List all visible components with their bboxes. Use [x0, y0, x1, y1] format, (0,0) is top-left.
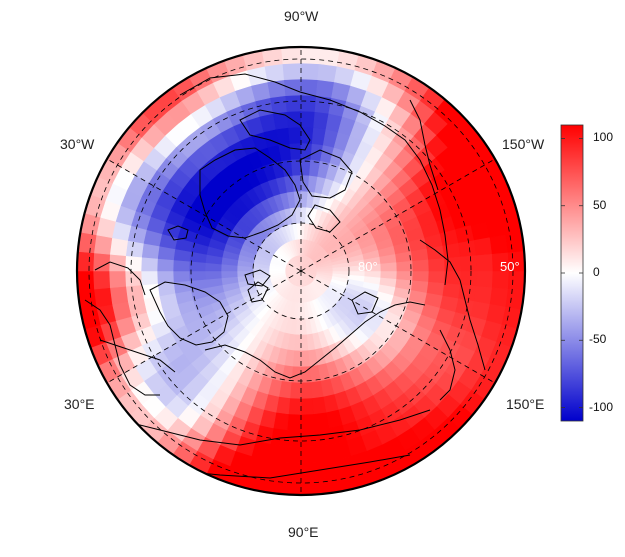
field-cell: [204, 270, 222, 280]
field-cell: [140, 256, 158, 272]
field-cell: [140, 270, 158, 286]
field-cell: [300, 47, 321, 65]
colorbar-tick-label: 50: [593, 197, 607, 212]
field-cell: [109, 286, 129, 305]
field-cell: [300, 110, 316, 128]
field-cell: [286, 414, 302, 432]
field-cell: [300, 62, 320, 81]
field-cell: [283, 446, 302, 464]
field-cell: [476, 253, 494, 272]
field-cell: [282, 62, 302, 81]
field-cell: [270, 95, 288, 114]
coastlines: [84, 73, 486, 479]
graticule: [88, 47, 514, 495]
anomaly-field: [77, 47, 525, 495]
field-cell: [428, 270, 446, 284]
field-cell: [489, 287, 509, 308]
field-cell: [426, 245, 445, 261]
field-cell: [108, 270, 126, 289]
field-cell: [300, 446, 319, 464]
field-cell: [317, 63, 338, 83]
field-cell: [289, 142, 302, 160]
field-cell: [314, 428, 332, 447]
longitude-label-90e: 90°E: [288, 524, 319, 540]
field-cell: [380, 262, 398, 272]
map-boundary: [75, 45, 527, 497]
field-cell: [412, 259, 430, 272]
field-cell: [124, 255, 142, 272]
field-cell: [288, 398, 302, 416]
field-cell: [458, 240, 477, 258]
field-cell: [300, 334, 309, 352]
latitude-label-50: 50°: [500, 259, 520, 274]
field-cell: [77, 251, 95, 272]
colorbar-ticks: [561, 138, 583, 408]
field-cell: [300, 414, 316, 432]
field-cell: [282, 461, 302, 480]
field-cell: [300, 477, 321, 495]
field-cell: [109, 237, 129, 256]
field-cell: [92, 252, 111, 272]
field-cell: [93, 234, 113, 255]
field-cell: [289, 382, 302, 400]
field-cell: [275, 127, 291, 146]
field-cell: [220, 270, 238, 279]
longitude-label-90w: 90°W: [284, 8, 319, 24]
field-cell: [93, 287, 113, 308]
field-cell: [412, 270, 430, 283]
field-cell: [300, 430, 317, 448]
field-cell: [264, 459, 285, 479]
field-cell: [290, 158, 302, 176]
field-cell: [300, 382, 313, 400]
field-cell: [288, 126, 302, 144]
field-cell: [316, 443, 335, 463]
field-cell: [473, 237, 493, 256]
field-cell: [283, 78, 302, 96]
field-cell: [281, 477, 302, 495]
field-cell: [428, 258, 446, 272]
field-cell: [172, 270, 190, 283]
longitude-label-150e: 150°E: [506, 396, 545, 412]
field-cell: [125, 284, 144, 302]
colorbar-tick-label: -100: [589, 399, 614, 414]
field-cell: [77, 270, 95, 291]
longitude-label-30w: 30°W: [60, 136, 95, 152]
field-cell: [172, 259, 190, 272]
field-cell: [460, 270, 478, 287]
latitude-label-80: 80°: [358, 259, 378, 274]
longitude-label-150w: 150°W: [502, 136, 545, 152]
field-cell: [313, 412, 330, 431]
longitude-label-30e: 30°E: [64, 396, 95, 412]
field-cell: [442, 242, 461, 259]
field-cell: [300, 398, 314, 416]
field-cell: [300, 350, 310, 368]
field-cell: [156, 258, 174, 272]
field-cell: [285, 430, 302, 448]
field-cell: [281, 47, 302, 65]
field-cell: [473, 286, 493, 305]
field-cell: [316, 79, 335, 99]
field-cell: [460, 255, 478, 272]
colorbar-tick-label: 0: [593, 265, 600, 279]
field-cell: [267, 443, 286, 463]
field-cell: [489, 234, 509, 255]
field-cell: [285, 94, 302, 112]
field-cell: [300, 94, 317, 112]
field-cell: [264, 63, 285, 83]
field-cell: [92, 270, 111, 290]
colorbar-tick-label: 100: [593, 130, 614, 145]
field-cell: [286, 110, 302, 128]
field-cell: [311, 396, 327, 415]
colorbar-tick-label: -50: [589, 332, 607, 347]
field-cell: [476, 270, 494, 289]
